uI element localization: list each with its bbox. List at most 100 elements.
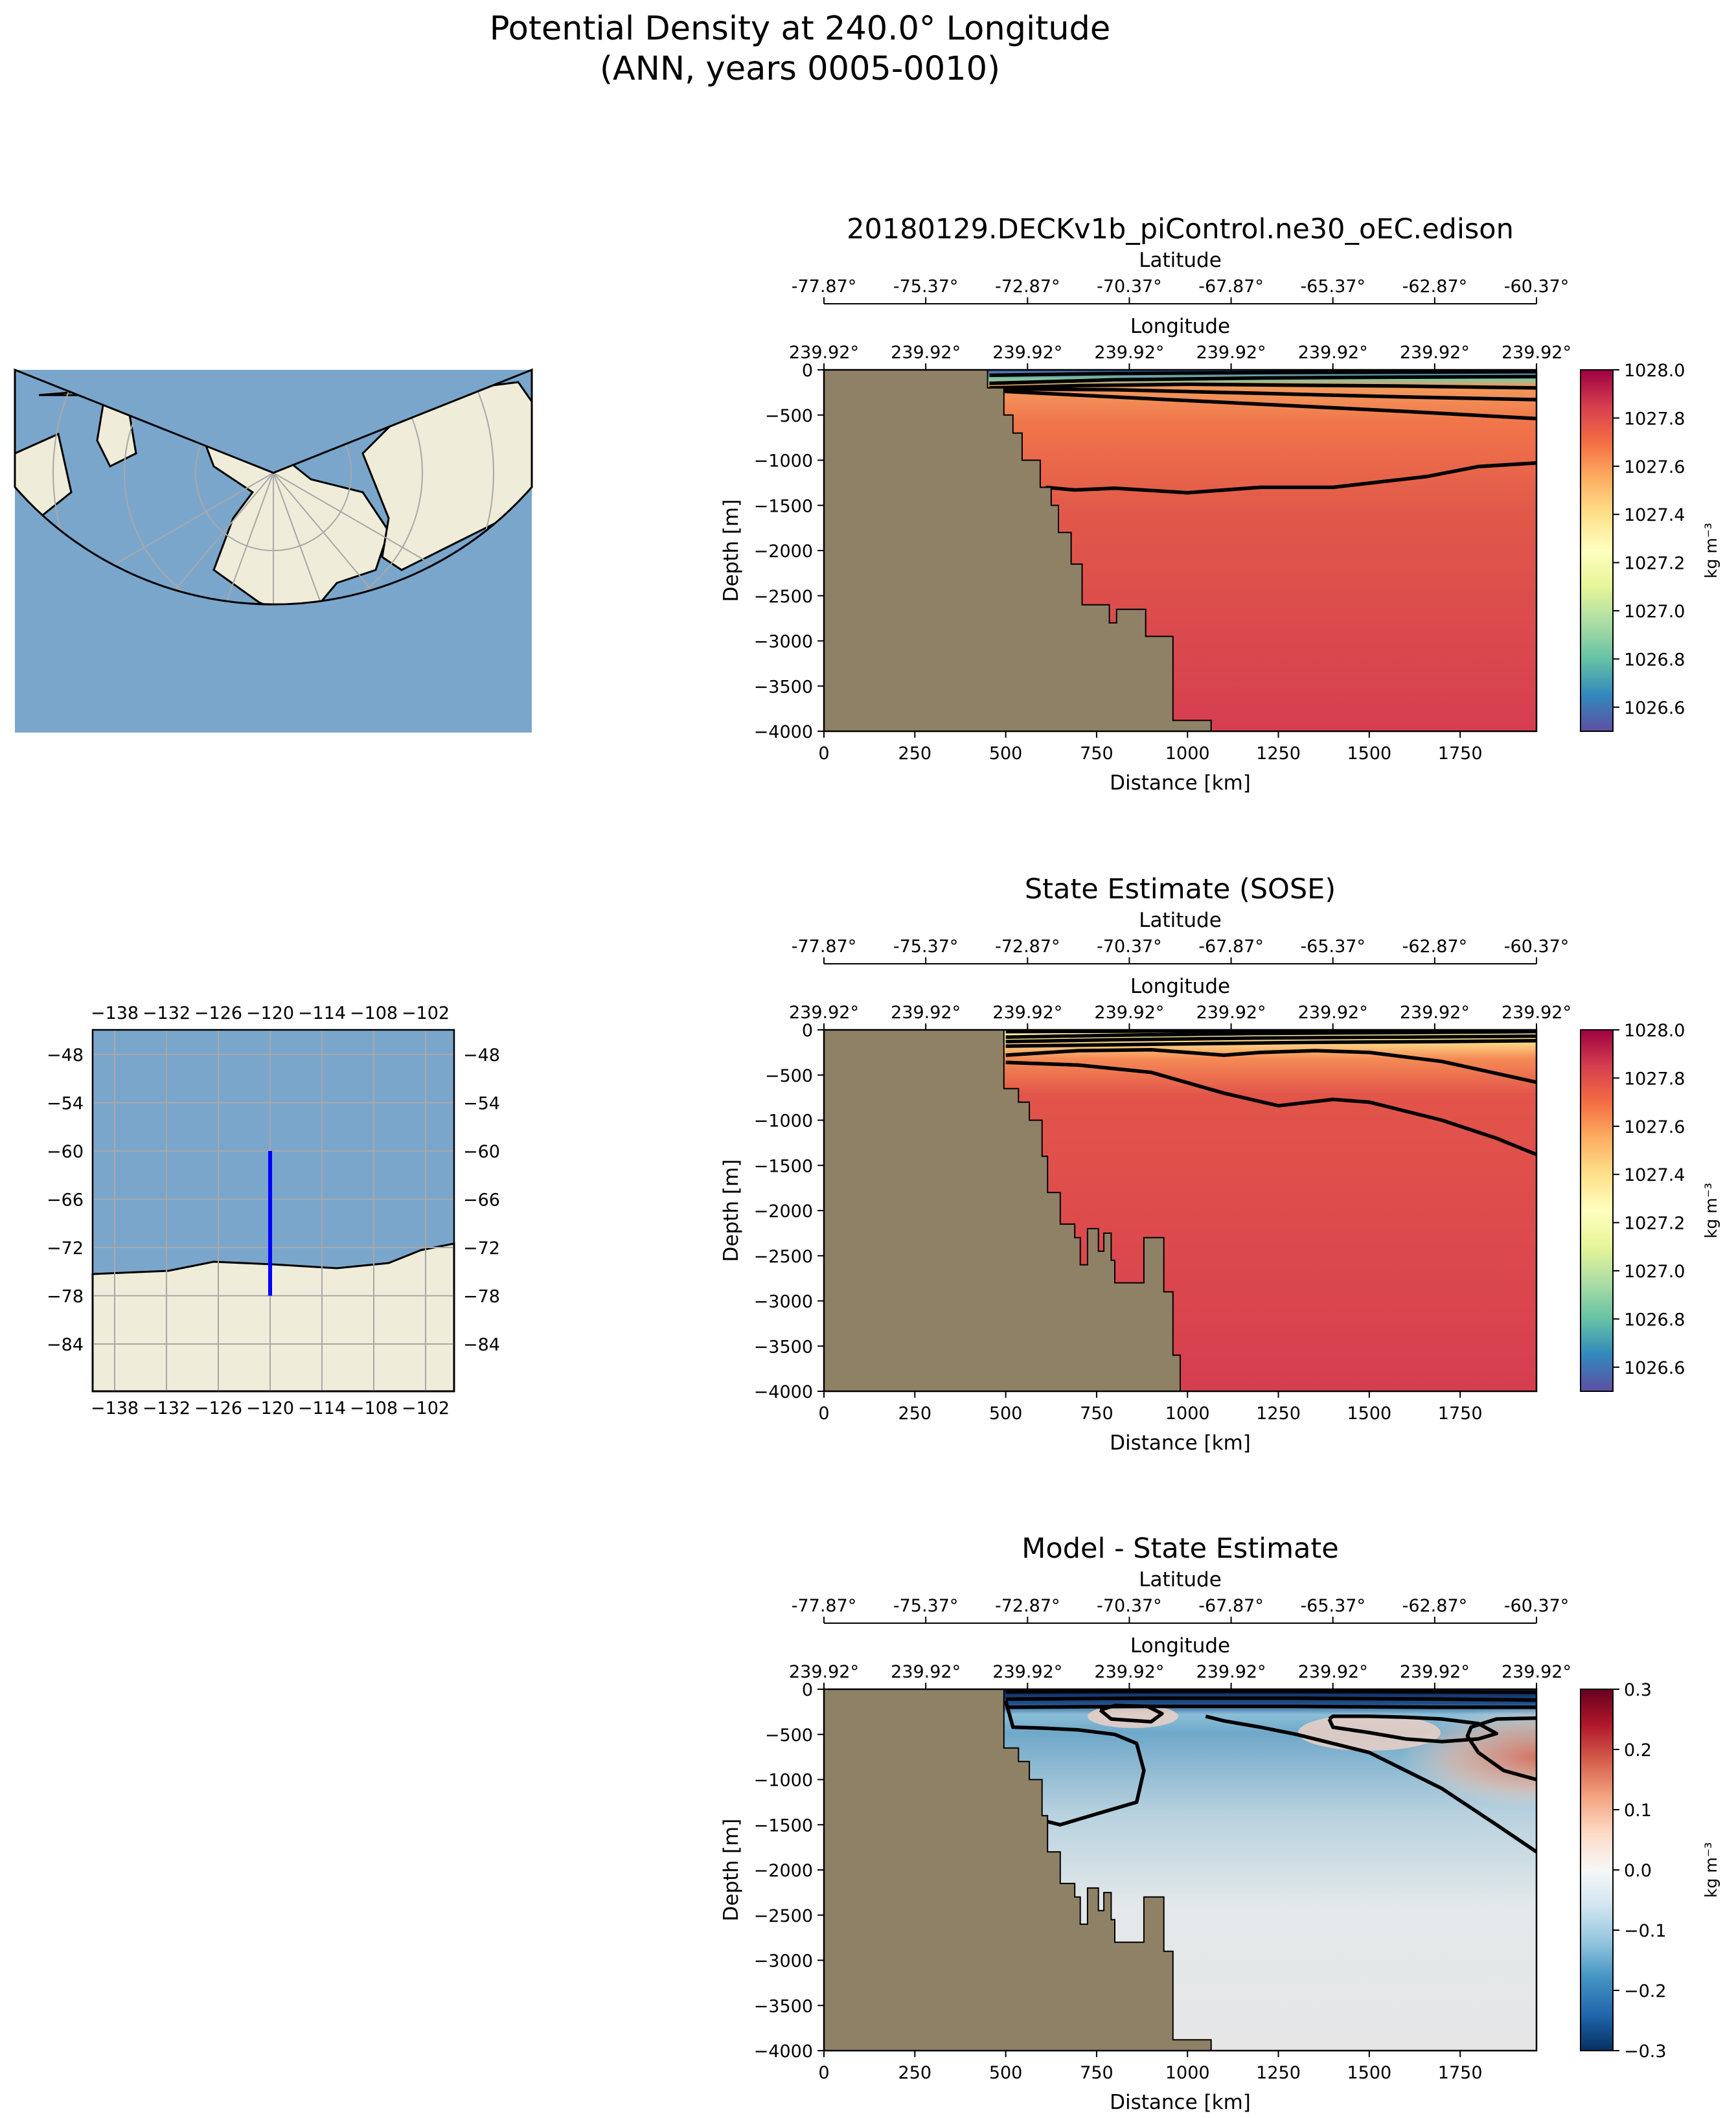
contour-line-5 [1327, 1714, 1499, 1744]
y-tick-label: −2500 [754, 587, 813, 607]
x-tick-label: 250 [898, 2063, 932, 2083]
contour-line-4 [989, 389, 1536, 421]
colorbar-tick-label: 1027.0 [1624, 1262, 1685, 1282]
lon-tick-label: 239.92° [1400, 343, 1470, 363]
panel-title: Model - State Estimate [1022, 1532, 1338, 1565]
inset-y-tick-label: −66 [463, 1190, 500, 1211]
inset-x-tick-label: −114 [298, 1398, 346, 1418]
y-tick-label: −1500 [754, 1156, 813, 1176]
figure-title-line2: (ANN, years 0005-0010) [600, 50, 1000, 88]
lat-tick-label: -62.87° [1402, 277, 1468, 297]
y-tick-label: −3000 [754, 632, 813, 652]
inset-y-tick-label: −54 [47, 1094, 84, 1114]
lat-tick-label: -67.87° [1198, 937, 1264, 957]
x-tick-label: 1500 [1347, 2063, 1391, 2083]
y-tick-label: −2000 [754, 541, 813, 562]
x-tick-label: 1500 [1347, 1404, 1391, 1424]
colorbar-tick-label: 1026.8 [1624, 650, 1685, 670]
x-tick-label: 1250 [1256, 744, 1301, 764]
inset-x-tick-label: −132 [143, 1398, 190, 1418]
inset-y-tick-label: −66 [47, 1190, 84, 1211]
lon-tick-label: 239.92° [789, 1003, 859, 1023]
inset-frame [91, 1029, 455, 1393]
lat-tick-label: -62.87° [1402, 1596, 1468, 1616]
x-tick-label: 1750 [1438, 1404, 1483, 1424]
contour-line-3 [989, 387, 1536, 402]
x-tick-label: 1750 [1438, 2063, 1483, 2083]
inset-x-tick-label: −108 [350, 1003, 398, 1023]
section-panel-0: 0 250 500 750 1000 1250 1500 1750 Distance [km] 0… [720, 213, 1720, 795]
y-tick-label: −1000 [754, 451, 813, 472]
lon-tick-label: 239.92° [1298, 343, 1368, 363]
lat-tick-label: -60.37° [1504, 1596, 1570, 1616]
colorbar-label: kg m⁻³ [1702, 523, 1720, 578]
lon-tick-label: 239.92° [1196, 1662, 1266, 1682]
y-tick-label: −2500 [754, 1906, 813, 1926]
colorbar-tick-label: 1027.4 [1624, 505, 1685, 525]
lon-tick-label: 239.92° [1196, 343, 1266, 363]
colorbar-tick-label: 1027.8 [1624, 1069, 1685, 1089]
y-tick-label: −4000 [754, 2042, 813, 2062]
figure-title: Potential Density at 240.0° Longitude (A… [0, 9, 1600, 89]
panel-title: State Estimate (SOSE) [1025, 873, 1336, 905]
y-tick-label: −3000 [754, 1292, 813, 1312]
lon-tick-label: 239.92° [1502, 343, 1571, 363]
inset-x-tick-label: −138 [91, 1003, 139, 1023]
lon-tick-label: 239.92° [789, 1662, 859, 1682]
lat-axis-label: Latitude [1139, 249, 1222, 272]
map-gridline [23, 472, 274, 605]
lat-tick-label: -65.37° [1300, 277, 1365, 297]
map-gridline [273, 472, 407, 605]
lon-tick-label: 239.92° [1400, 1662, 1470, 1682]
x-tick-label: 1000 [1165, 744, 1210, 764]
y-tick-label: −1500 [754, 1816, 813, 1836]
x-tick-label: 1000 [1165, 1404, 1210, 1424]
inset-y-tick-label: −60 [463, 1142, 500, 1162]
y-tick-label: 0 [802, 1680, 813, 1700]
contour-line-2 [989, 382, 1536, 390]
colorbar [1580, 1689, 1614, 2051]
map-border [14, 368, 533, 606]
lon-tick-label: 239.92° [992, 1003, 1062, 1023]
contour-line-4 [1099, 1703, 1164, 1724]
x-tick-label: 500 [989, 1404, 1023, 1424]
lat-tick-label: -67.87° [1198, 277, 1264, 297]
colorbar-tick-label: 1028.0 [1624, 361, 1685, 381]
colorbar [1580, 1029, 1614, 1392]
y-tick-label: −2000 [754, 1861, 813, 1881]
lon-tick-label: 239.92° [1400, 1003, 1470, 1023]
inset-y-tick-label: −72 [463, 1238, 500, 1258]
x-tick-label: 250 [898, 744, 932, 764]
contour-line-6 [1465, 1716, 1536, 1782]
y-tick-label: −4000 [754, 722, 813, 742]
colorbar-tick-label: 0.1 [1624, 1801, 1652, 1821]
inset-x-tick-label: −120 [246, 1003, 294, 1023]
colorbar-label: kg m⁻³ [1702, 1183, 1720, 1238]
colorbar-tick-label: 1027.4 [1624, 1165, 1685, 1185]
lon-axis-label: Longitude [1130, 975, 1230, 998]
lat-tick-label: -70.37° [1097, 277, 1162, 297]
y-tick-label: −3000 [754, 1952, 813, 1972]
inset-x-tick-label: −138 [91, 1398, 139, 1418]
x-axis-label: Distance [km] [1110, 2091, 1251, 2114]
lon-tick-label: 239.92° [1298, 1003, 1368, 1023]
contour-line-4 [1005, 1047, 1536, 1084]
inset-map: −138−138−132−132−126−126−120−120−114−114… [47, 1003, 500, 1418]
y-tick-label: 0 [802, 1021, 813, 1041]
lat-tick-label: -70.37° [1097, 1596, 1162, 1616]
bathymetry-land [823, 369, 1212, 732]
colorbar-tick-label: 1026.8 [1624, 1310, 1685, 1330]
x-tick-label: 1750 [1438, 744, 1483, 764]
inset-y-tick-label: −60 [47, 1142, 84, 1162]
lon-tick-label: 239.92° [891, 1003, 961, 1023]
lon-tick-label: 239.92° [891, 343, 961, 363]
lat-tick-label: -72.87° [995, 937, 1060, 957]
lon-tick-label: 239.92° [992, 343, 1062, 363]
lat-tick-label: -72.87° [995, 1596, 1060, 1616]
contour-lines [1003, 1689, 1536, 1854]
inset-x-tick-label: −132 [143, 1003, 190, 1023]
x-tick-label: 0 [818, 2063, 829, 2083]
lat-tick-label: -75.37° [893, 277, 959, 297]
contour-line-7 [1205, 1714, 1536, 1854]
